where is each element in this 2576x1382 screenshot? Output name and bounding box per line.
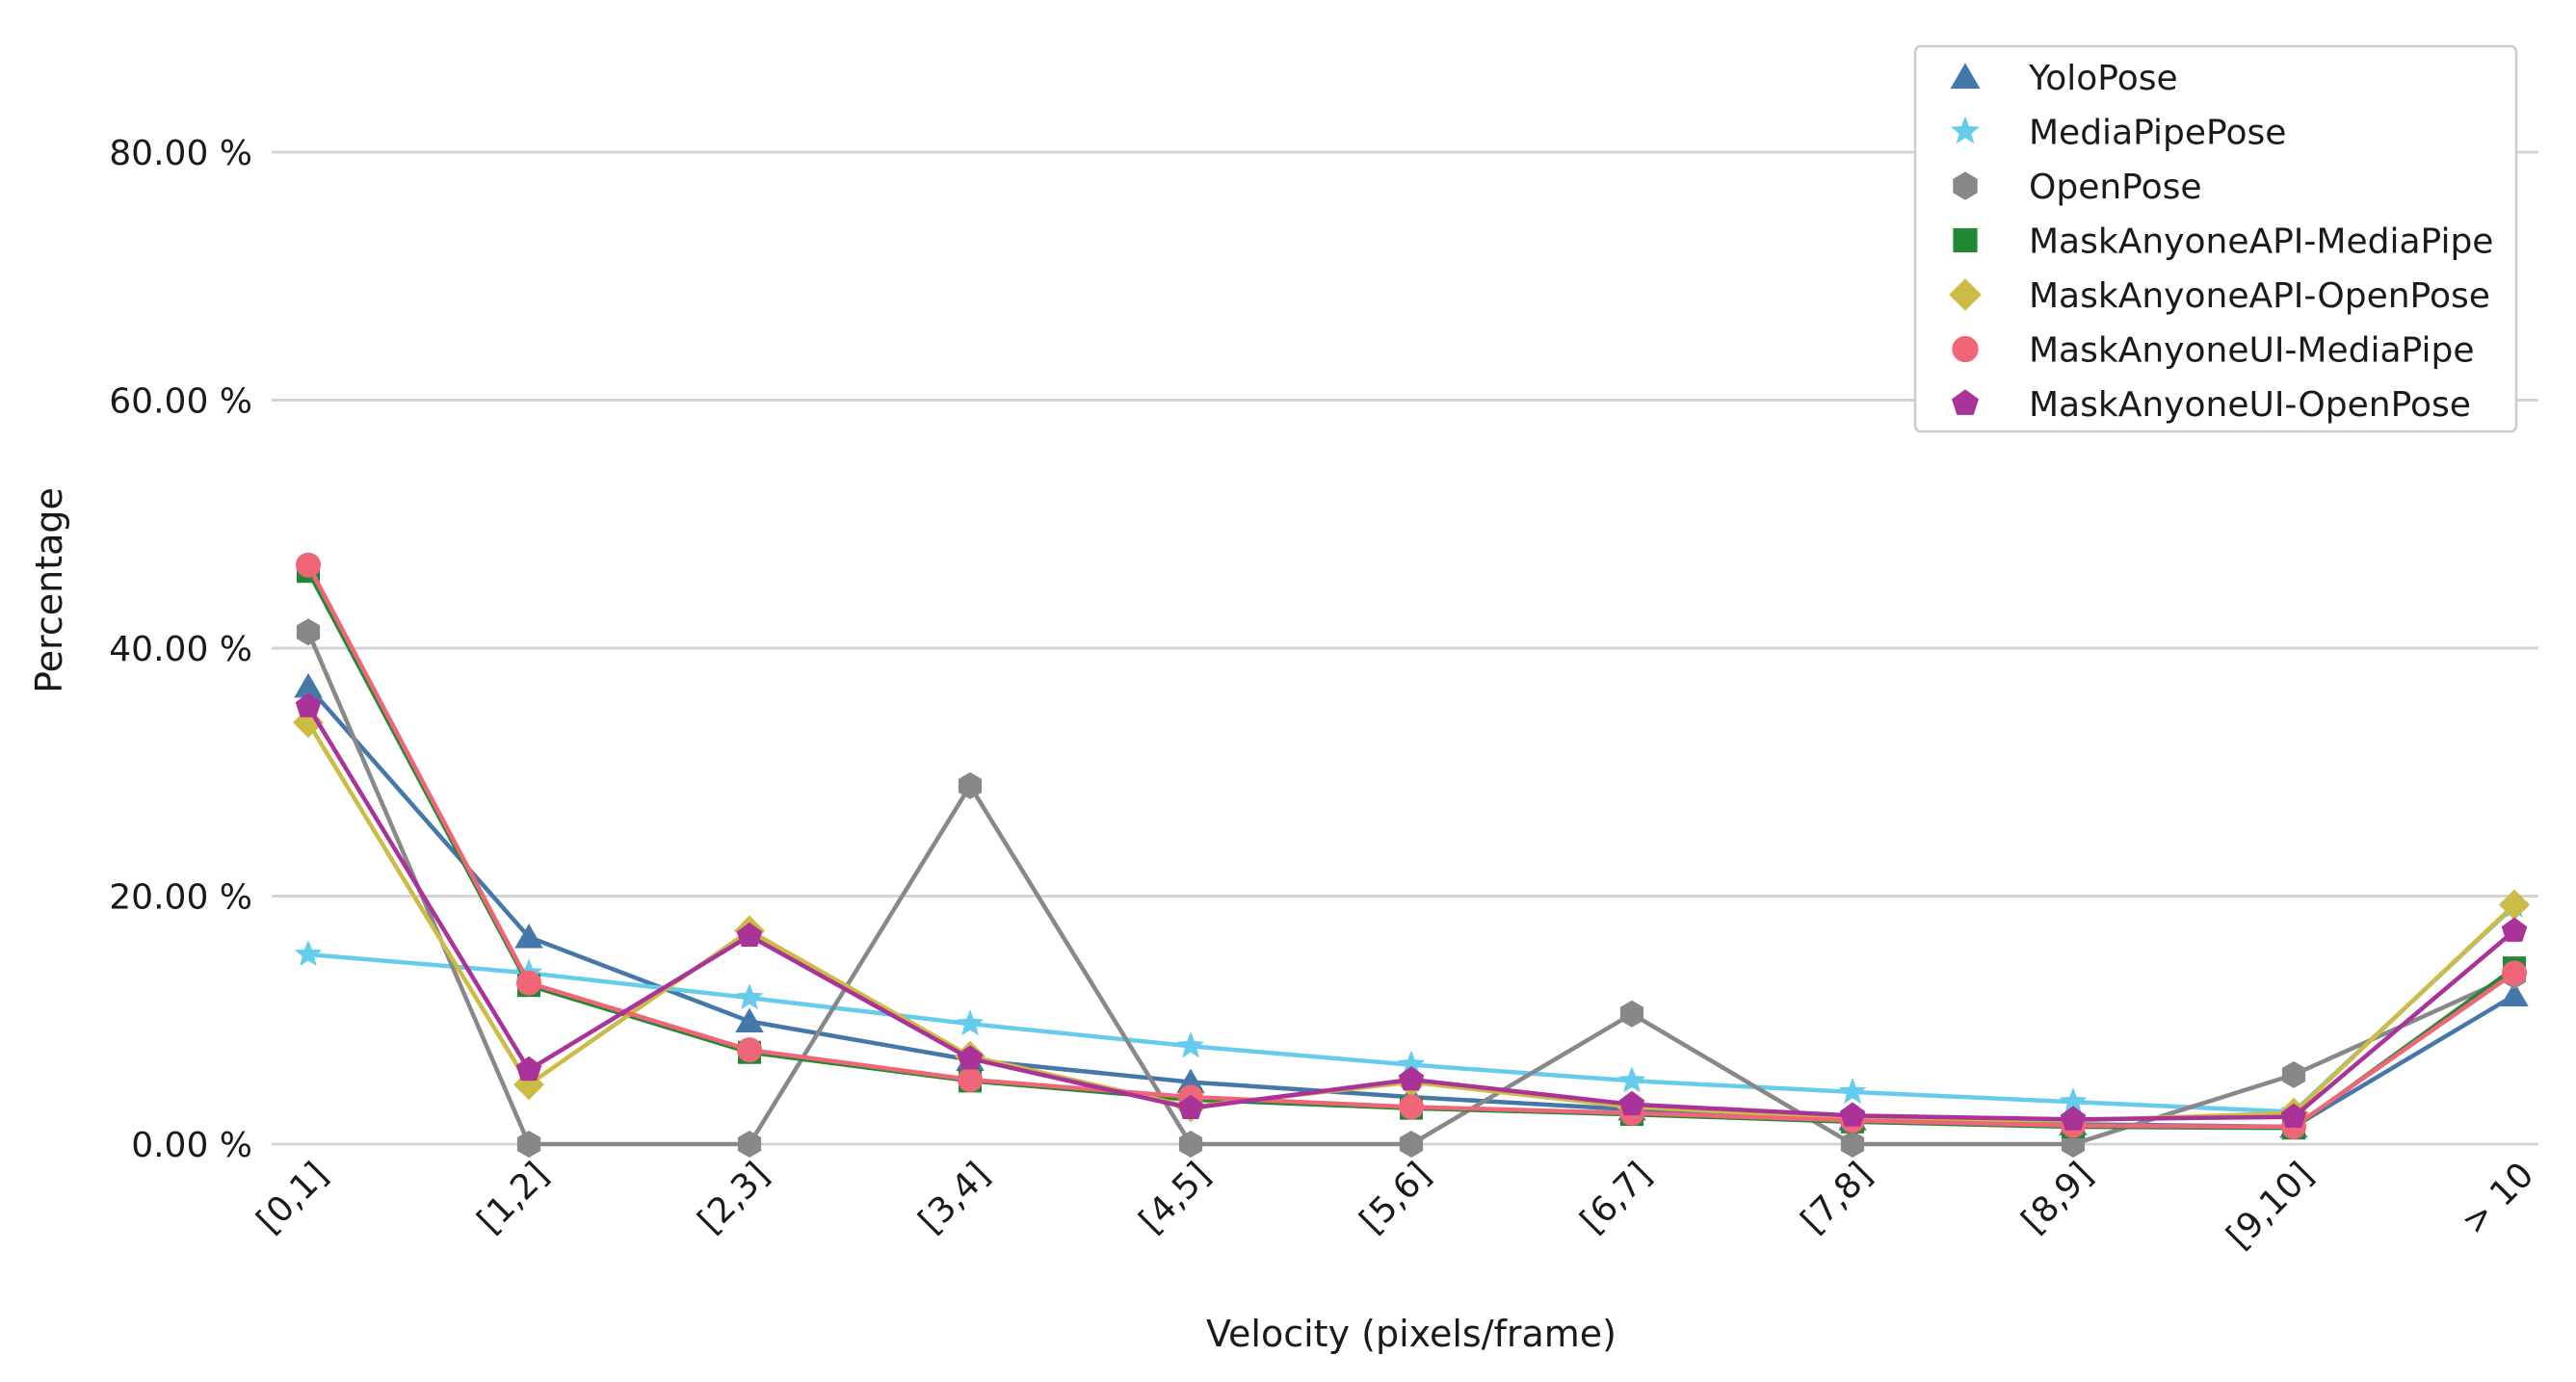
legend: YoloPose MediaPipePose OpenPose MaskAnyoneA…: [1913, 44, 2518, 433]
data-point: [294, 940, 323, 967]
data-point: [1398, 1066, 1425, 1091]
legend-marker: [1952, 389, 1979, 415]
data-point: [1399, 1094, 1424, 1120]
legend-label: MaskAnyoneUI-MediaPipe: [2029, 331, 2474, 371]
data-point: [1839, 1102, 1866, 1127]
legend-label: MediaPipePose: [2029, 114, 2286, 153]
data-point: [958, 771, 983, 799]
data-point: [1838, 1077, 1867, 1105]
y-axis-label: Percentage: [28, 487, 70, 693]
x-tick-label: [9,10]: [2220, 1155, 2322, 1257]
legend-label: YoloPose: [2028, 59, 2178, 98]
data-point: [2060, 1106, 2087, 1131]
data-point: [737, 1131, 762, 1158]
data-point: [2499, 889, 2530, 921]
legend-marker: [1952, 335, 1979, 363]
data-point: [516, 1131, 541, 1158]
x-axis-tick-labels: [0,1] [1,2] [2,3] [3,4] [4,5] [5,6] [6,7] [7,8]…: [250, 1155, 2541, 1257]
data-point: [735, 983, 764, 1010]
data-point: [737, 1037, 762, 1063]
legend-marker: [1950, 63, 1981, 90]
data-point: [1177, 1094, 1204, 1119]
data-point: [1617, 1066, 1646, 1093]
series-line: [306, 570, 2516, 1131]
x-axis-label: Velocity (pixels/frame): [1206, 1313, 1617, 1355]
data-point: [2501, 917, 2528, 942]
data-point: [296, 618, 321, 646]
data-point: [1176, 1031, 1205, 1058]
data-point: [2281, 1060, 2306, 1088]
y-tick-label: 20.00 %: [109, 878, 252, 918]
x-tick-label: [8,9]: [2014, 1155, 2100, 1240]
data-point: [736, 922, 763, 947]
y-axis-tick-labels: 0.00 % 20.00 % 40.00 % 60.00 % 80.00 %: [109, 134, 252, 1165]
series-lines: [293, 552, 2530, 1158]
y-tick-label: 40.00 %: [109, 630, 252, 669]
data-point: [295, 692, 322, 717]
data-point: [957, 1045, 984, 1070]
data-point: [958, 1067, 983, 1093]
data-point: [1397, 1050, 1426, 1077]
data-point: [294, 672, 323, 698]
data-point: [515, 1056, 542, 1082]
data-point: [956, 1009, 985, 1036]
data-point: [2500, 981, 2529, 1006]
x-tick-label: [5,6]: [1353, 1155, 1438, 1240]
data-point: [1618, 1090, 1645, 1116]
x-tick-label: [7,8]: [1794, 1155, 1879, 1240]
y-tick-label: 60.00 %: [109, 382, 252, 422]
legend-label: MaskAnyoneAPI-OpenPose: [2029, 276, 2490, 316]
series-MaskAnyoneUI-OpenPose: [295, 692, 2528, 1131]
data-point: [1399, 1131, 1424, 1158]
y-tick-label: 0.00 %: [131, 1126, 252, 1165]
data-point: [1840, 1131, 1865, 1158]
y-tick-label: 80.00 %: [109, 134, 252, 173]
legend-label: MaskAnyoneAPI-MediaPipe: [2029, 222, 2493, 262]
legend-items: YoloPose MediaPipePose OpenPose MaskAnyoneA…: [1949, 59, 2493, 425]
x-tick-label: [1,2]: [470, 1155, 556, 1240]
data-point: [2280, 1103, 2307, 1128]
data-point: [735, 1007, 764, 1032]
legend-frame: [1913, 44, 2518, 433]
data-point: [1178, 1131, 1203, 1158]
data-point: [2059, 1087, 2088, 1114]
legend-marker: [1953, 171, 1978, 200]
data-point: [2502, 960, 2527, 986]
x-tick-label: > 10: [2455, 1155, 2542, 1242]
legend-label: MaskAnyoneUI-OpenPose: [2029, 385, 2471, 425]
x-tick-label: [3,4]: [911, 1155, 997, 1240]
legend-marker: [1953, 227, 1978, 253]
legend-marker: [1951, 116, 1980, 144]
data-point: [514, 924, 543, 949]
x-tick-label: [4,5]: [1132, 1155, 1218, 1240]
x-tick-label: [6,7]: [1573, 1155, 1659, 1240]
legend-label: OpenPose: [2029, 168, 2202, 207]
data-point: [1619, 1000, 1644, 1028]
x-tick-label: [0,1]: [250, 1155, 335, 1240]
data-point: [516, 970, 541, 996]
legend-marker: [1949, 278, 1982, 311]
data-point: [296, 552, 321, 578]
x-tick-label: [2,3]: [691, 1155, 776, 1240]
